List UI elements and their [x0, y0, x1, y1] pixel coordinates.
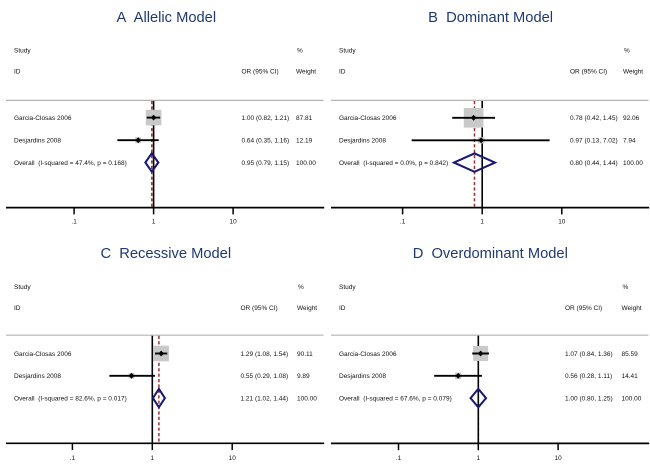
svg-text:1.29 (1.08, 1.54): 1.29 (1.08, 1.54) — [241, 351, 289, 358]
svg-text:10: 10 — [229, 455, 237, 461]
svg-text:Desjardins 2008: Desjardins 2008 — [339, 373, 386, 380]
svg-text:1.07 (0.84, 1.36): 1.07 (0.84, 1.36) — [565, 351, 613, 358]
svg-text:Weight: Weight — [622, 305, 642, 312]
svg-text:ID: ID — [14, 305, 21, 312]
svg-text:%: % — [297, 47, 303, 54]
svg-text:1.00 (0.80, 1.25): 1.00 (0.80, 1.25) — [565, 395, 613, 402]
svg-text:Study: Study — [339, 47, 356, 54]
svg-text:D Overdominant Model: D Overdominant Model — [413, 246, 568, 262]
svg-text:OR (95% CI): OR (95% CI) — [570, 69, 607, 76]
svg-text:1.21 (1.02, 1.44): 1.21 (1.02, 1.44) — [241, 395, 289, 402]
svg-text:90.11: 90.11 — [297, 351, 313, 358]
svg-text:B Dominant Model: B Dominant Model — [428, 10, 553, 26]
svg-text:100.00: 100.00 — [623, 160, 643, 167]
svg-text:Study: Study — [339, 284, 356, 291]
svg-text:92.06: 92.06 — [623, 115, 640, 122]
svg-text:Study: Study — [14, 47, 31, 54]
svg-text:14.41: 14.41 — [622, 373, 639, 380]
svg-text:1: 1 — [480, 219, 484, 226]
svg-text:.1: .1 — [400, 219, 406, 226]
svg-text:Garcia-Closas 2006: Garcia-Closas 2006 — [339, 351, 397, 358]
svg-text:85.59: 85.59 — [622, 351, 639, 358]
svg-text:1.00 (0.82, 1.21): 1.00 (0.82, 1.21) — [242, 115, 290, 122]
svg-text:OR (95% CI): OR (95% CI) — [241, 305, 278, 312]
svg-text:10: 10 — [555, 455, 563, 461]
svg-text:10: 10 — [230, 219, 238, 226]
svg-text:1: 1 — [151, 455, 155, 461]
svg-text:9.89: 9.89 — [297, 373, 310, 380]
svg-text:0.56 (0.28, 1.11): 0.56 (0.28, 1.11) — [565, 373, 612, 380]
svg-text:1: 1 — [152, 219, 156, 226]
svg-text:.1: .1 — [70, 455, 76, 461]
svg-text:Garcia-Closas 2006: Garcia-Closas 2006 — [339, 115, 397, 122]
svg-text:Garcia-Closas 2006: Garcia-Closas 2006 — [14, 115, 72, 122]
svg-text:%: % — [298, 284, 304, 291]
svg-text:ID: ID — [339, 305, 346, 312]
svg-text:10: 10 — [558, 219, 566, 226]
svg-text:.1: .1 — [396, 455, 402, 461]
svg-text:Overall (I-squared = 0.0%, p: Overall (I-squared = 0.0%, p = 0.842) — [339, 160, 448, 167]
svg-text:C Recessive Model: C Recessive Model — [100, 246, 231, 262]
svg-text:0.97 (0.13, 7.02): 0.97 (0.13, 7.02) — [570, 138, 618, 145]
svg-text:A Allelic Model: A Allelic Model — [117, 10, 217, 26]
svg-text:100.00: 100.00 — [622, 395, 642, 402]
svg-text:7.94: 7.94 — [623, 138, 636, 145]
svg-text:Study: Study — [14, 284, 31, 291]
svg-text:%: % — [624, 47, 630, 54]
svg-text:OR (95% CI): OR (95% CI) — [565, 305, 602, 312]
svg-text:Desjardins 2008: Desjardins 2008 — [14, 137, 61, 144]
svg-text:Garcia-Closas 2006: Garcia-Closas 2006 — [14, 351, 72, 358]
svg-text:0.64 (0.35, 1.16): 0.64 (0.35, 1.16) — [242, 137, 290, 144]
svg-text:0.78 (0.42, 1.45): 0.78 (0.42, 1.45) — [570, 115, 618, 122]
svg-text:0.80 (0.44, 1.44): 0.80 (0.44, 1.44) — [570, 160, 618, 167]
svg-text:OR (95% CI): OR (95% CI) — [242, 69, 279, 76]
svg-text:0.55 (0.29, 1.08): 0.55 (0.29, 1.08) — [241, 373, 289, 380]
svg-text:0.95 (0.79, 1.15): 0.95 (0.79, 1.15) — [242, 160, 290, 167]
svg-text:Weight: Weight — [296, 69, 316, 76]
svg-text:Weight: Weight — [623, 69, 643, 76]
svg-text:Desjardins 2008: Desjardins 2008 — [14, 373, 61, 380]
svg-text:ID: ID — [14, 69, 21, 76]
svg-text:%: % — [623, 284, 629, 291]
svg-text:Overall (I-squared = 82.6%, p: Overall (I-squared = 82.6%, p = 0.017) — [14, 395, 127, 402]
svg-text:100.00: 100.00 — [297, 395, 317, 402]
svg-text:1: 1 — [477, 455, 481, 461]
svg-text:87.81: 87.81 — [296, 115, 313, 122]
svg-text:Weight: Weight — [297, 305, 317, 312]
svg-text:ID: ID — [339, 69, 346, 76]
svg-text:.1: .1 — [71, 219, 77, 226]
svg-text:100.00: 100.00 — [296, 160, 316, 167]
svg-text:12.19: 12.19 — [296, 137, 313, 144]
svg-text:Overall (I-squared = 67.6%, p: Overall (I-squared = 67.6%, p = 0.079) — [339, 395, 452, 402]
svg-text:Overall (I-squared = 47.4%, p: Overall (I-squared = 47.4%, p = 0.168) — [14, 160, 127, 167]
svg-text:Desjardins 2008: Desjardins 2008 — [339, 138, 386, 145]
